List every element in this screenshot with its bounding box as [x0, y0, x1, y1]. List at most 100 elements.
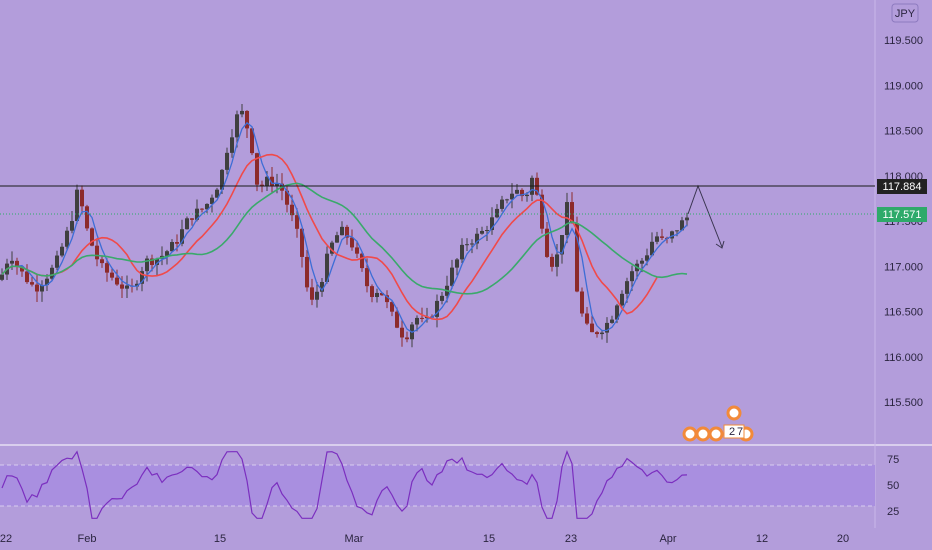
price-tick-label: 119.000 — [884, 80, 923, 92]
slow-ma-line — [1, 182, 688, 295]
time-tick-label: 20 — [837, 533, 849, 545]
candle — [600, 329, 604, 340]
candle — [470, 239, 474, 254]
price-pane[interactable] — [0, 0, 875, 445]
candle — [480, 226, 484, 235]
candle — [370, 284, 374, 303]
candle — [675, 230, 679, 237]
candle — [285, 185, 289, 213]
time-tick-label: 12 — [756, 533, 768, 545]
candle — [650, 232, 654, 257]
rsi-tick-label: 50 — [887, 480, 899, 492]
time-tick-label: 22 — [0, 533, 12, 545]
candle — [465, 238, 469, 252]
resistance-price-tag: 117.884 — [877, 179, 927, 194]
current-price-tag: 117.571 — [877, 207, 927, 222]
candle — [385, 290, 389, 309]
candle — [185, 216, 189, 230]
candle — [580, 287, 584, 317]
candle — [450, 259, 454, 289]
candle — [550, 253, 554, 272]
candle — [85, 204, 89, 231]
candle — [405, 331, 409, 343]
candle — [210, 194, 214, 213]
candle — [120, 276, 124, 298]
candle — [460, 238, 464, 264]
candle — [540, 189, 544, 234]
candle — [115, 269, 119, 286]
candle — [40, 280, 44, 302]
candle — [145, 255, 149, 282]
candle — [190, 218, 194, 226]
candle — [595, 330, 599, 338]
rsi-axis[interactable]: 25 50 75 — [887, 454, 899, 518]
current-price-label: 117.571 — [883, 209, 922, 221]
candle — [660, 228, 664, 241]
candle — [510, 183, 514, 209]
candle — [570, 192, 574, 224]
time-tick-label: Feb — [78, 533, 97, 545]
price-tick-label: 115.500 — [884, 397, 923, 409]
candle — [330, 240, 334, 256]
event-marker-icon[interactable] — [682, 426, 698, 442]
event-marker-icon[interactable] — [708, 426, 724, 442]
candle — [80, 185, 84, 215]
rsi-tick-label: 25 — [887, 506, 899, 518]
event-marker-icon[interactable] — [726, 405, 742, 421]
time-tick-label: 15 — [214, 533, 226, 545]
price-axis[interactable]: 115.500116.000116.500117.000117.500118.0… — [884, 35, 923, 409]
rsi-band — [0, 465, 875, 506]
candle — [440, 292, 444, 305]
candle — [60, 243, 64, 258]
candle — [560, 234, 564, 264]
moving-averages — [1, 121, 688, 333]
event-markers[interactable]: 2 7 — [682, 405, 754, 442]
candle — [500, 195, 504, 212]
candle — [140, 266, 144, 292]
candle — [125, 275, 129, 298]
fast-ma-line — [1, 121, 688, 333]
candle — [345, 224, 349, 245]
candle — [325, 246, 329, 284]
rsi-line — [1, 449, 688, 519]
event-marker-icon[interactable] — [695, 426, 711, 442]
candle — [100, 255, 104, 268]
candle — [230, 129, 234, 158]
candle — [545, 221, 549, 259]
time-tick-label: Apr — [659, 533, 676, 545]
mid-ma-line — [1, 153, 658, 321]
event-marker-box[interactable] — [723, 424, 745, 439]
price-tick-label: 116.500 — [884, 307, 923, 319]
candle — [320, 277, 324, 297]
rsi-indicator — [1, 449, 688, 519]
candle — [155, 257, 159, 276]
candle — [295, 208, 299, 238]
candle — [240, 104, 244, 118]
candle — [250, 127, 254, 156]
event-marker-label-a: 2 — [729, 426, 735, 438]
candle — [25, 264, 29, 284]
candle — [200, 208, 204, 213]
currency-badge[interactable]: JPY — [891, 3, 919, 23]
resistance-price-label: 117.884 — [883, 181, 922, 193]
candle — [90, 227, 94, 247]
candle — [475, 228, 479, 250]
candle — [65, 226, 69, 251]
candle — [150, 254, 154, 272]
price-tick-label: 119.500 — [884, 35, 923, 47]
candle — [235, 110, 239, 148]
candle — [340, 221, 344, 236]
candle — [620, 290, 624, 307]
price-tick-label: 117.000 — [884, 261, 923, 273]
candle — [45, 274, 49, 292]
candle — [315, 282, 319, 308]
price-tick-label: 116.000 — [884, 352, 923, 364]
time-axis[interactable]: 22 Feb 15 Mar 15 23 Apr 12 20 — [0, 533, 849, 545]
projection-arrowhead-icon[interactable] — [715, 240, 725, 249]
candle — [0, 268, 4, 282]
candle — [400, 319, 404, 347]
event-marker-label-b: 7 — [737, 426, 743, 438]
candle — [505, 198, 509, 204]
candle — [335, 231, 339, 243]
